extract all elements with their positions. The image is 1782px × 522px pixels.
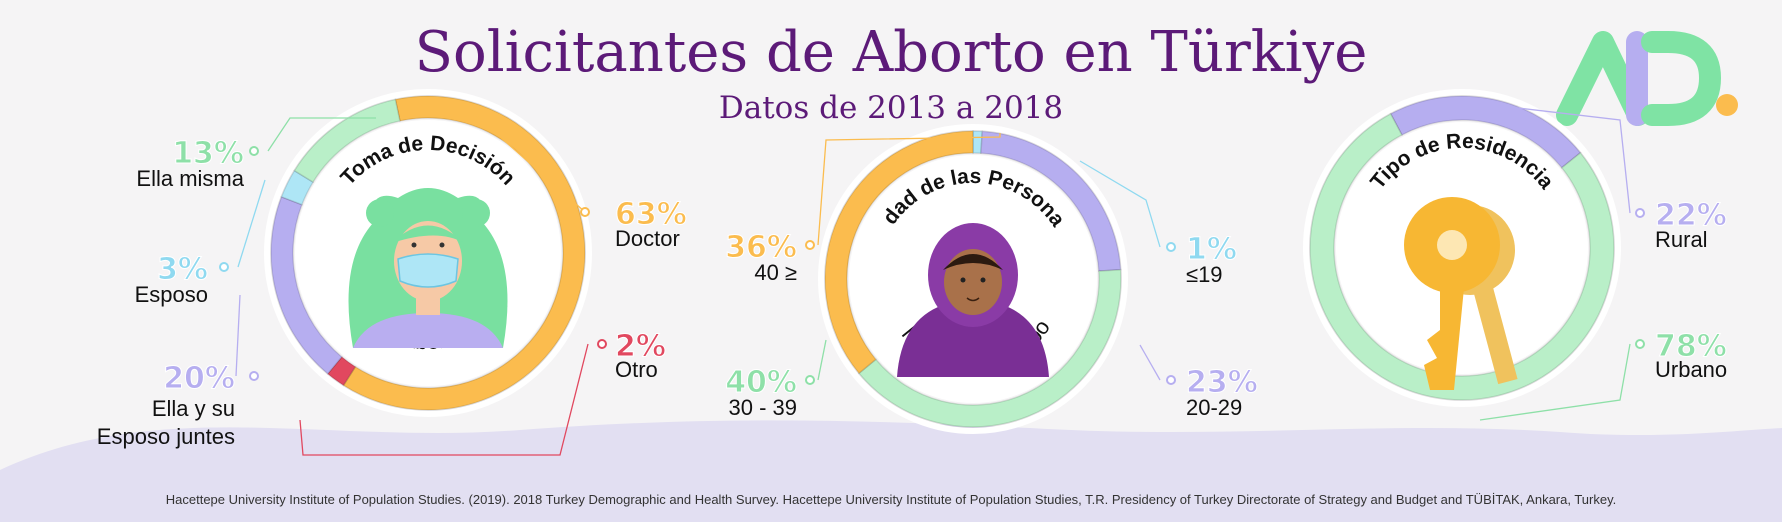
leader-line	[471, 108, 586, 213]
woman-mask-illustration	[348, 188, 508, 348]
page-title: Solicitantes de Aborto en Türkiye	[414, 20, 1368, 85]
page-subtitle: Datos de 2013 a 2018	[718, 90, 1064, 126]
leader-line	[235, 294, 241, 377]
category-label: Esposo	[135, 282, 208, 307]
leader-line	[1079, 160, 1161, 248]
leader-line	[817, 339, 827, 381]
donut-outer-rim	[1303, 89, 1621, 407]
leader-dot	[1635, 339, 1645, 349]
leader-dot	[805, 240, 815, 250]
percent-label: 20%	[163, 361, 235, 396]
category-label: 40 ≥	[754, 260, 797, 285]
leader-dot	[597, 339, 607, 349]
leader-line	[817, 133, 1001, 246]
source-citation: Hacettepe University Institute of Popula…	[165, 492, 1617, 507]
percent-label: 78%	[1655, 329, 1727, 364]
category-label: ≤19	[1186, 262, 1223, 287]
category-label: Urbano	[1655, 357, 1727, 382]
category-label: Otro	[615, 357, 658, 382]
background-wave	[0, 420, 1782, 522]
logo-dot	[1716, 94, 1738, 116]
leader-line	[267, 117, 376, 152]
leader-line	[1479, 343, 1631, 421]
category-label: 20-29	[1186, 395, 1242, 420]
category-label: Doctor	[615, 226, 680, 251]
donut-outer-rim	[818, 124, 1128, 434]
logo-d-mark	[1641, 31, 1722, 126]
category-label: 30 - 39	[729, 395, 798, 420]
percent-label: 63%	[615, 197, 687, 232]
donut-segment	[857, 268, 1122, 428]
hooded-person-illustration	[897, 223, 1049, 377]
leader-line	[1449, 99, 1631, 214]
leader-dot	[580, 207, 590, 217]
donut-segment	[293, 98, 401, 184]
category-label: Ella y su	[152, 396, 235, 421]
leader-line	[1139, 344, 1161, 381]
leader-dot	[1166, 242, 1176, 252]
leader-line	[237, 179, 266, 268]
category-label: Rural	[1655, 227, 1708, 252]
leader-line	[299, 343, 589, 456]
percent-label: 22%	[1655, 198, 1727, 233]
percent-label: 40%	[725, 365, 797, 400]
donut-segment	[342, 95, 586, 411]
leader-dot	[249, 371, 259, 381]
donut-segment	[980, 130, 1122, 272]
leader-dot	[1635, 208, 1645, 218]
percent-label: 1%	[1186, 232, 1237, 267]
category-label: Ella misma	[136, 166, 244, 191]
leader-dot	[805, 375, 815, 385]
percent-label: 36%	[725, 230, 797, 265]
leader-dot	[249, 146, 259, 156]
keys-icon	[1404, 197, 1518, 390]
percent-label: 23%	[1186, 365, 1258, 400]
donut-segment	[326, 355, 357, 387]
donut-segment	[1389, 95, 1582, 169]
donut-segment	[824, 130, 974, 375]
donut-segment	[972, 130, 984, 155]
donut-segment	[280, 169, 315, 206]
category-label: Esposo juntes	[97, 424, 235, 449]
leader-dot	[1166, 375, 1176, 385]
percent-label: 3%	[157, 252, 208, 287]
donut-segment	[1309, 112, 1615, 401]
percent-label: 13%	[172, 136, 244, 171]
percent-label: 2%	[615, 329, 666, 364]
ad-logo: AD.	[1556, 31, 1738, 126]
donut-outer-rim	[264, 89, 592, 417]
leader-dot	[219, 262, 229, 272]
